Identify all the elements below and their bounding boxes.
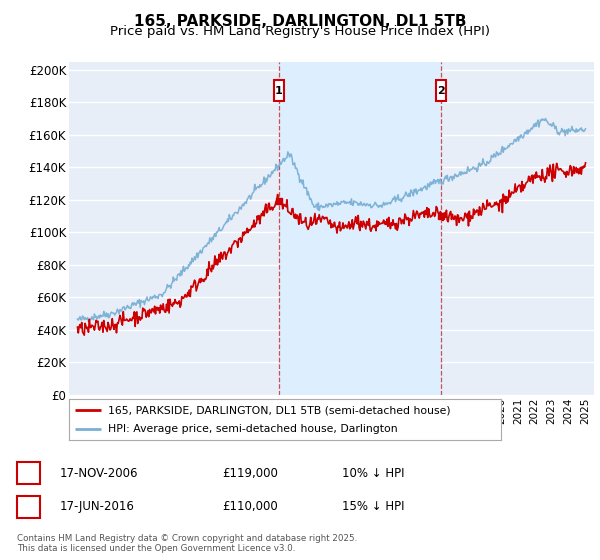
Text: 17-JUN-2016: 17-JUN-2016 <box>60 500 135 514</box>
Text: Contains HM Land Registry data © Crown copyright and database right 2025.
This d: Contains HM Land Registry data © Crown c… <box>17 534 357 553</box>
Text: 10% ↓ HPI: 10% ↓ HPI <box>342 466 404 480</box>
Text: £110,000: £110,000 <box>222 500 278 514</box>
Bar <box>274 80 284 101</box>
Text: £119,000: £119,000 <box>222 466 278 480</box>
Bar <box>436 80 446 101</box>
Text: 17-NOV-2006: 17-NOV-2006 <box>60 466 139 480</box>
Text: 2: 2 <box>437 86 445 96</box>
Text: HPI: Average price, semi-detached house, Darlington: HPI: Average price, semi-detached house,… <box>108 424 398 433</box>
Text: 1: 1 <box>24 466 32 480</box>
Text: Price paid vs. HM Land Registry's House Price Index (HPI): Price paid vs. HM Land Registry's House … <box>110 25 490 38</box>
Bar <box>278 62 441 395</box>
Text: 165, PARKSIDE, DARLINGTON, DL1 5TB (semi-detached house): 165, PARKSIDE, DARLINGTON, DL1 5TB (semi… <box>108 405 451 415</box>
Text: 15% ↓ HPI: 15% ↓ HPI <box>342 500 404 514</box>
Text: 2: 2 <box>24 500 32 514</box>
Text: 1: 1 <box>275 86 283 96</box>
Text: 165, PARKSIDE, DARLINGTON, DL1 5TB: 165, PARKSIDE, DARLINGTON, DL1 5TB <box>134 14 466 29</box>
